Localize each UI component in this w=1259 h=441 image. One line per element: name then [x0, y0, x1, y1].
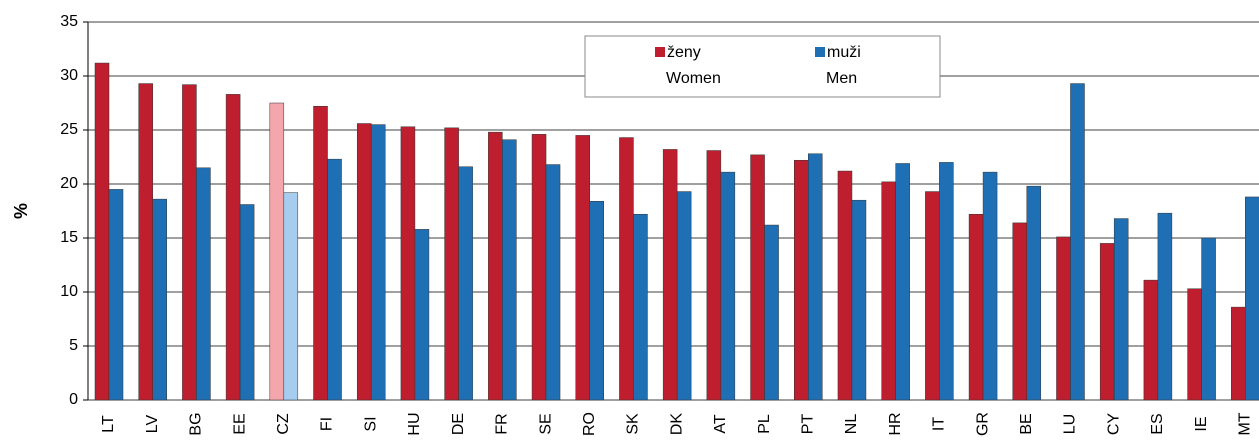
y-tick-label: 5 — [69, 337, 78, 354]
x-tick-label: CY — [1105, 413, 1122, 436]
bar — [619, 137, 634, 401]
bar — [676, 191, 692, 401]
bar — [1070, 83, 1085, 401]
bar — [881, 181, 896, 401]
x-tick-label: EE — [231, 413, 248, 434]
x-tick-label: HR — [887, 412, 904, 435]
bar — [575, 135, 590, 401]
y-tick-label: 20 — [60, 175, 78, 192]
y-tick-label: 35 — [60, 13, 78, 30]
bar — [458, 166, 473, 401]
x-tick-label: PT — [799, 414, 816, 435]
bar — [939, 162, 954, 401]
bar — [1143, 279, 1159, 401]
y-axis-label: % — [11, 203, 31, 219]
bar — [851, 199, 867, 401]
y-tick-label: 15 — [60, 229, 78, 246]
x-tick-label: HU — [406, 412, 423, 435]
bar — [808, 153, 823, 401]
x-tick-label: NL — [843, 414, 860, 435]
bar — [720, 171, 736, 401]
legend-swatch — [655, 47, 665, 57]
x-tick-label: ES — [1149, 413, 1166, 434]
bar — [327, 158, 342, 401]
x-tick-label: LT — [100, 415, 117, 433]
bar — [545, 164, 561, 401]
legend-label-en: Men — [826, 70, 857, 87]
bar — [502, 139, 517, 401]
bar — [400, 126, 416, 401]
bar — [152, 198, 167, 401]
bar — [138, 83, 153, 401]
bar — [633, 213, 648, 401]
legend-box — [584, 35, 941, 98]
x-tick-label: BG — [188, 412, 205, 435]
y-tick-label: 30 — [60, 67, 78, 84]
bar — [764, 224, 779, 401]
y-tick-label: 25 — [60, 121, 78, 138]
bar — [1157, 212, 1173, 401]
bar — [182, 84, 197, 401]
x-tick-label: RO — [581, 412, 598, 436]
bar — [225, 94, 241, 401]
x-tick-label: SE — [537, 413, 554, 434]
bar — [1231, 306, 1246, 401]
bar — [356, 123, 372, 401]
x-tick-label: FR — [494, 413, 511, 434]
x-tick-label: IE — [1193, 416, 1210, 431]
bar — [488, 131, 503, 401]
bar — [662, 149, 678, 401]
x-tick-label: DK — [668, 413, 685, 436]
x-tick-label: FI — [319, 417, 336, 431]
legend-label: muži — [827, 44, 861, 61]
bar — [531, 134, 547, 401]
x-tick-label: AT — [712, 414, 729, 433]
x-tick-label: CZ — [275, 413, 292, 435]
bar — [1187, 288, 1202, 401]
bar — [794, 159, 809, 401]
bar — [108, 189, 124, 401]
bar — [414, 229, 430, 401]
bar — [239, 204, 255, 401]
x-tick-label: GR — [974, 412, 991, 436]
legend-label-en: Women — [666, 70, 721, 87]
bar — [1026, 185, 1042, 401]
bar — [313, 105, 328, 401]
x-tick-label: DE — [450, 413, 467, 435]
bar — [1245, 196, 1259, 401]
bar — [1056, 236, 1071, 401]
bar — [94, 62, 110, 401]
x-tick-label: SK — [625, 413, 642, 435]
bar — [1099, 243, 1115, 401]
x-tick-label: BE — [1018, 413, 1035, 434]
bar — [925, 191, 940, 401]
bar — [269, 102, 285, 401]
bar — [370, 124, 386, 401]
bar — [589, 201, 604, 401]
bar — [982, 171, 998, 401]
legend-label: ženy — [667, 44, 701, 61]
legend-swatch — [815, 47, 825, 57]
x-tick-label: LU — [1062, 414, 1079, 434]
bar — [196, 167, 211, 401]
bar — [444, 127, 459, 401]
x-tick-label: MT — [1237, 412, 1254, 435]
x-tick-label: SI — [362, 416, 379, 431]
bar — [750, 154, 765, 401]
bar — [1012, 222, 1028, 401]
x-tick-label: IT — [931, 417, 948, 431]
y-tick-label: 10 — [60, 283, 78, 300]
bar — [1201, 237, 1216, 401]
bar — [837, 170, 853, 401]
bar — [895, 163, 910, 401]
bar — [1113, 218, 1129, 401]
x-tick-label: LV — [144, 414, 161, 433]
bar — [968, 213, 984, 401]
x-tick-label: PL — [756, 414, 773, 434]
y-tick-label: 0 — [69, 391, 78, 408]
bar — [283, 192, 299, 401]
bar — [706, 150, 722, 401]
